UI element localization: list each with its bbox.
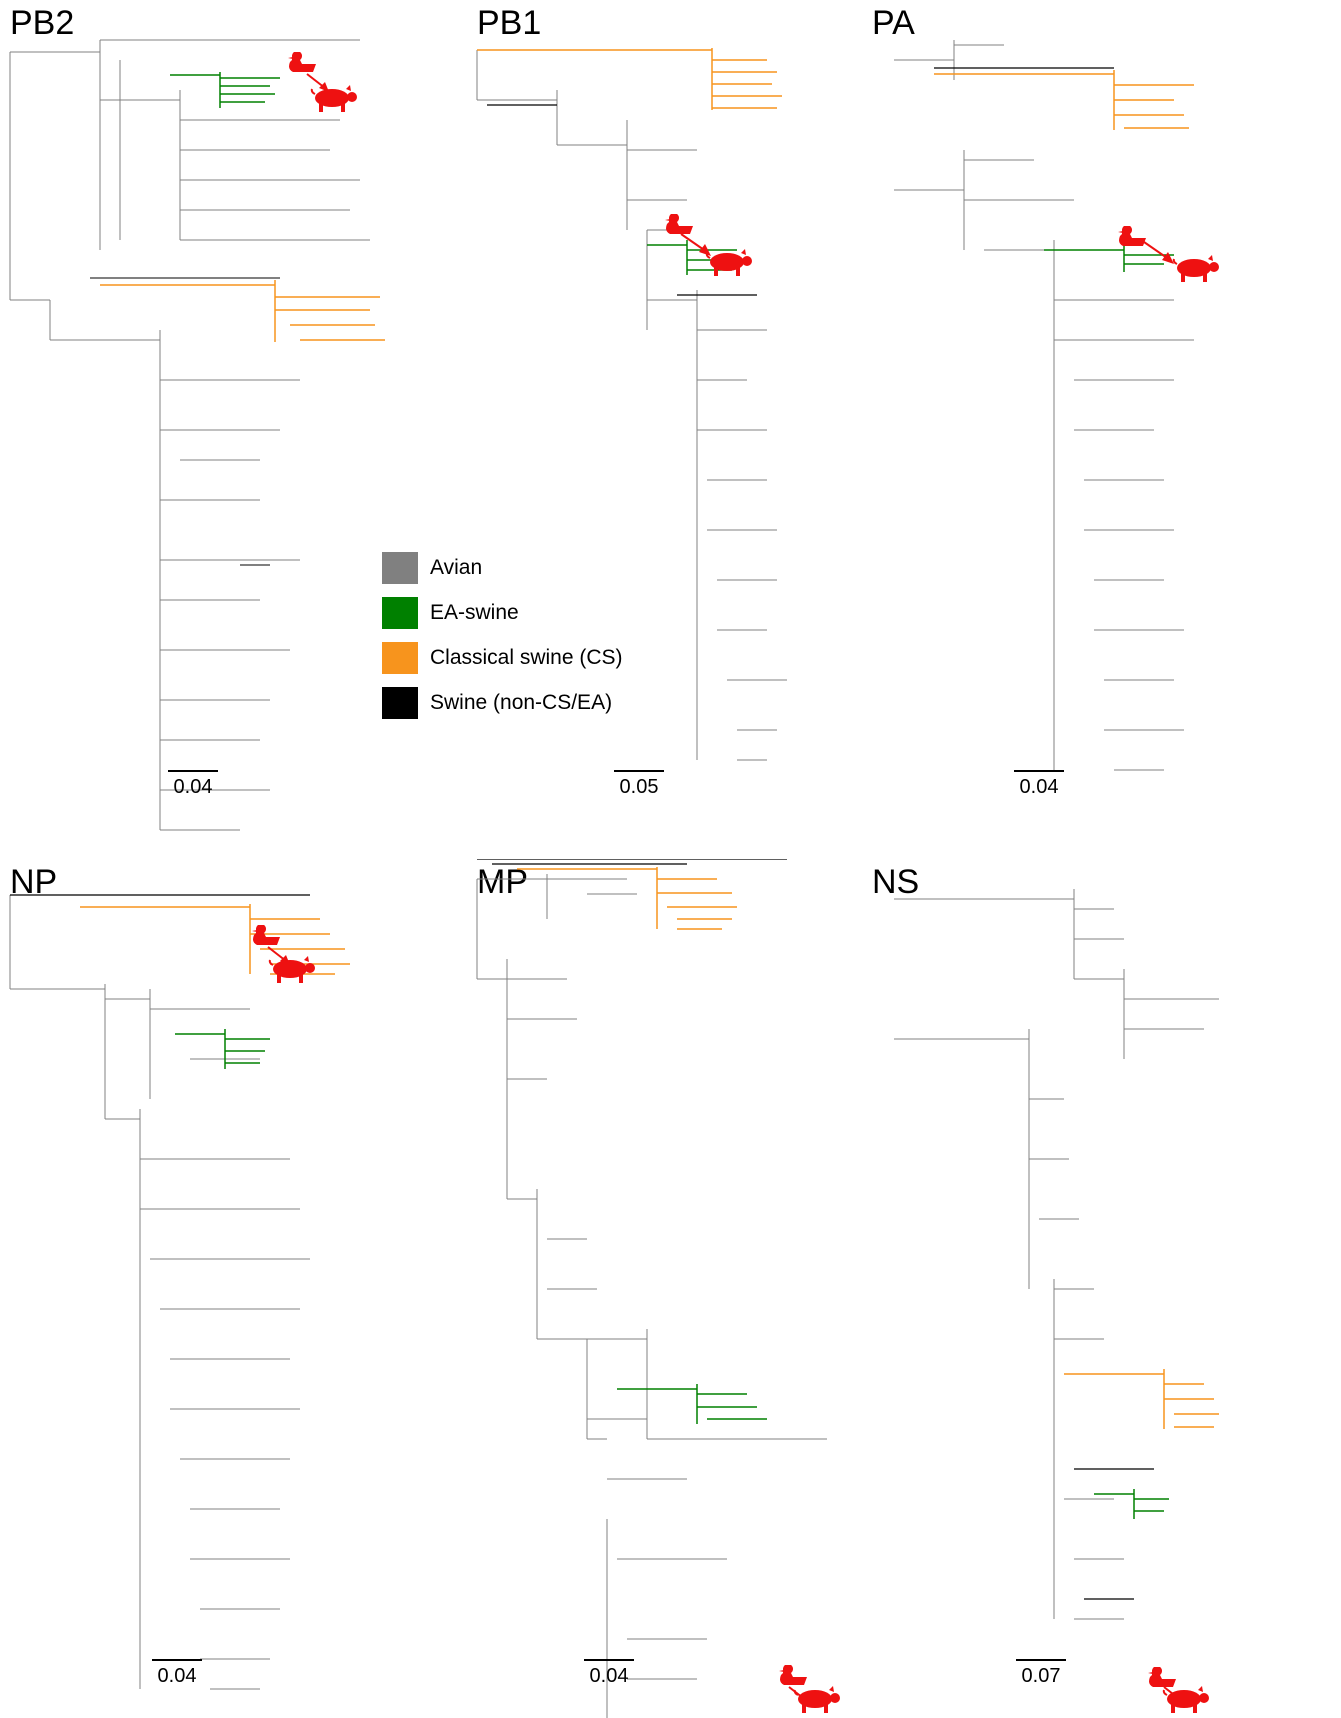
panel-title-pb1: PB1: [477, 4, 542, 42]
panel-pb1: PB1: [447, 0, 894, 859]
scale-label-ns: 0.07: [1021, 1665, 1061, 1687]
panel-np: NP: [0, 859, 447, 1718]
legend-item-ea-swine: EA-swine: [382, 590, 623, 635]
pig-icon: [705, 249, 752, 276]
duck-icon: [252, 925, 280, 945]
legend-item-avian: Avian: [382, 545, 623, 590]
scale-label-np: 0.04: [157, 1665, 197, 1687]
legend-swatch-swine-other: [382, 686, 418, 719]
scale-label-mp: 0.04: [589, 1665, 629, 1687]
scale-bar-line: [168, 770, 218, 772]
legend-swatch-avian: [382, 551, 418, 584]
scale-bar-np: 0.04: [147, 1659, 207, 1688]
legend-item-classical-swine: Classical swine (CS): [382, 635, 623, 680]
pig-icon: [793, 1686, 840, 1713]
duck-icon: [665, 214, 693, 234]
panel-pb2: PB2: [0, 0, 447, 859]
scale-bar-ns: 0.07: [1011, 1659, 1071, 1688]
tree-mp: [476, 859, 827, 1718]
transmission-arrow-icon: [680, 233, 711, 256]
legend-swatch-ea-swine: [382, 596, 418, 629]
scale-bar-pb2: 0.04: [163, 770, 223, 799]
tree-pa: [894, 40, 1194, 771]
legend-item-swine-other: Swine (non-CS/EA): [382, 680, 623, 725]
duck-icon: [779, 1665, 807, 1685]
duck-icon: [1118, 226, 1146, 246]
panel-title-ns: NS: [872, 863, 920, 901]
scale-bar-line: [584, 1659, 634, 1661]
duck-icon: [1148, 1667, 1176, 1687]
panel-title-pa: PA: [872, 4, 915, 42]
scale-label-pb1: 0.05: [619, 776, 659, 798]
legend-label-avian: Avian: [430, 555, 483, 579]
pig-icon: [310, 85, 357, 112]
legend-label-ea-swine: EA-swine: [430, 600, 519, 624]
panel-title-pb2: PB2: [10, 4, 75, 42]
scale-label-pb2: 0.04: [173, 776, 213, 798]
legend-swatch-classical-swine: [382, 641, 418, 674]
legend-label-swine-other: Swine (non-CS/EA): [430, 690, 613, 714]
panel-pa: PA: [872, 0, 1341, 859]
legend: Avian EA-swine Classical swine (CS) Swin…: [382, 545, 623, 725]
legend-label-classical-swine: Classical swine (CS): [430, 645, 623, 669]
scale-bar-line: [614, 770, 664, 772]
tree-pb2: [9, 39, 385, 831]
tree-ns: [894, 889, 1219, 1620]
panel-mp: MP: [447, 859, 894, 1718]
tree-np: [9, 894, 350, 1690]
scale-bar-line: [1014, 770, 1064, 772]
pig-icon: [1162, 1686, 1209, 1713]
scale-label-pa: 0.04: [1019, 776, 1059, 798]
scale-bar-line: [152, 1659, 202, 1661]
transmission-arrow-icon: [1143, 241, 1174, 264]
scale-bar-pa: 0.04: [1009, 770, 1069, 799]
scale-bar-mp: 0.04: [579, 1659, 639, 1688]
scale-bar-line: [1016, 1659, 1066, 1661]
tree-pb1: [476, 48, 787, 761]
duck-icon: [288, 52, 316, 72]
scale-bar-pb1: 0.05: [609, 770, 669, 799]
panel-ns: NS: [872, 859, 1341, 1718]
pig-icon: [268, 956, 315, 983]
pig-icon: [1172, 255, 1219, 282]
